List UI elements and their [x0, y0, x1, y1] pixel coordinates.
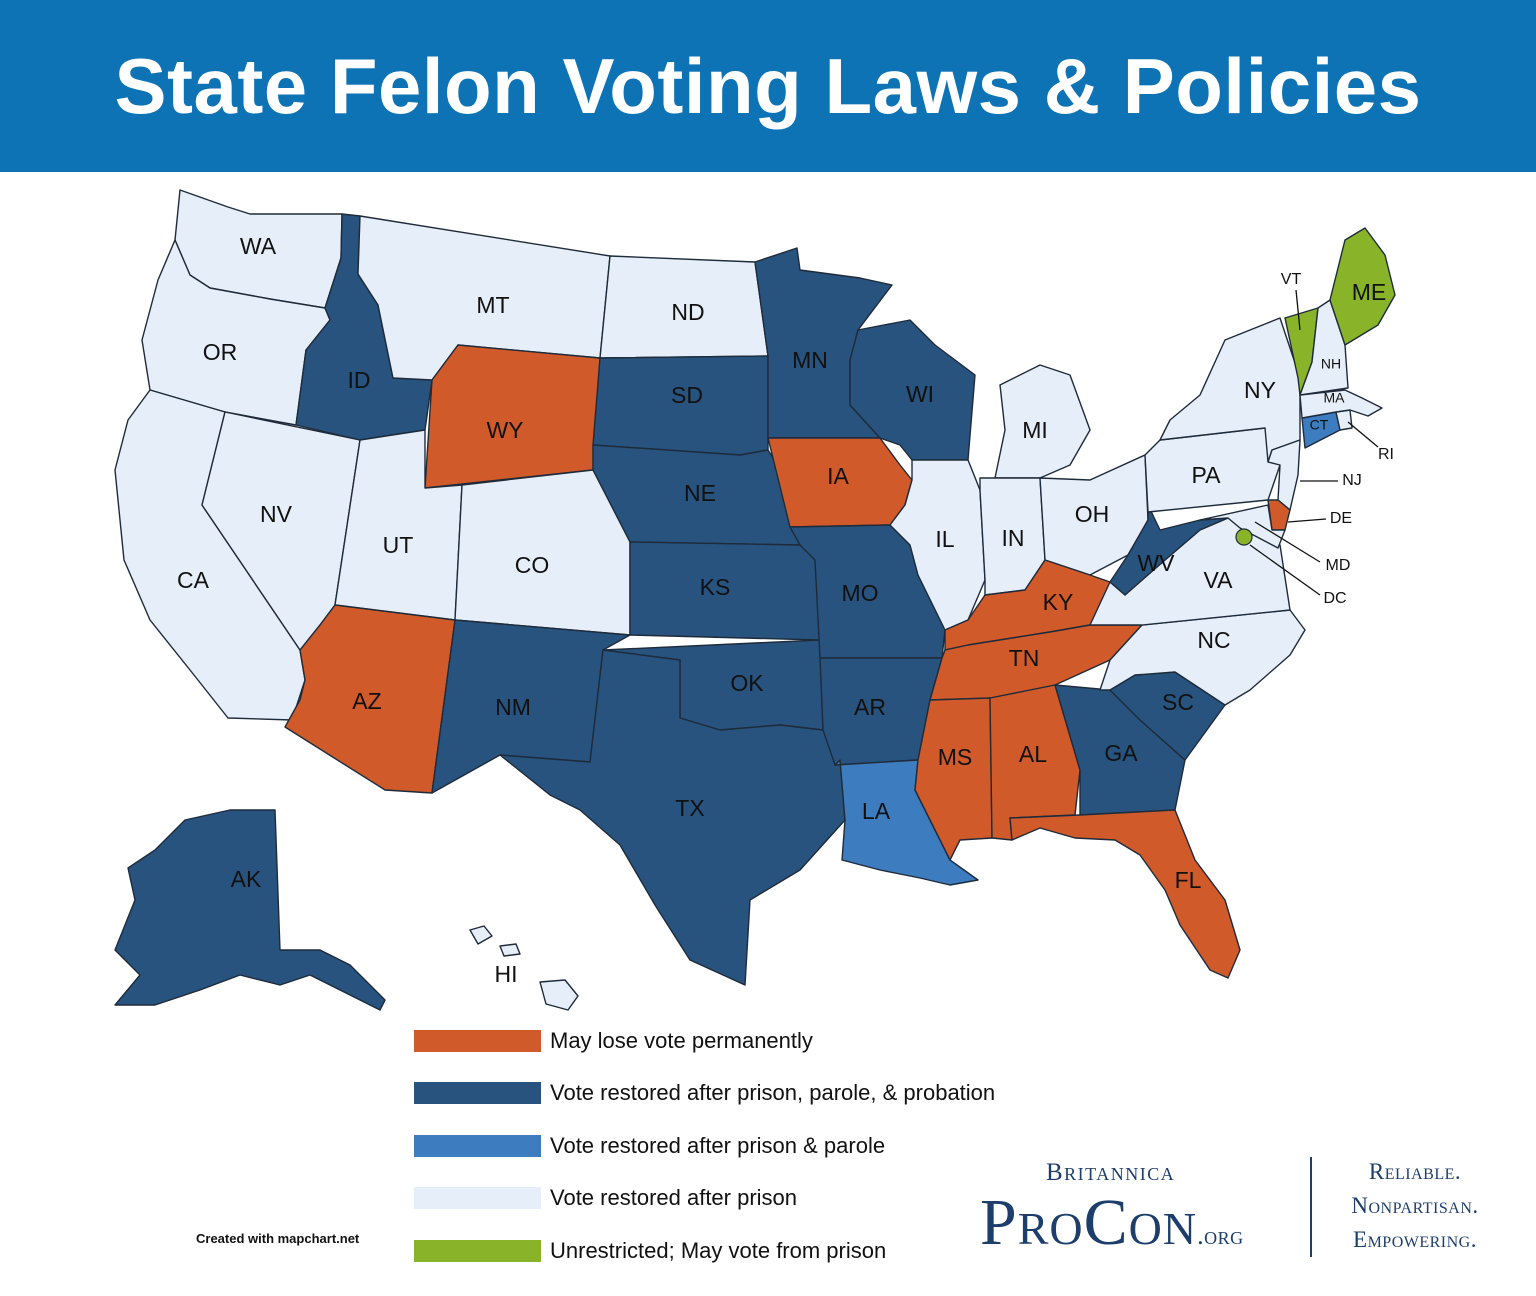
state-label-wy: WY — [486, 417, 523, 443]
state-ma — [1299, 389, 1383, 419]
state-label-az: AZ — [352, 688, 381, 714]
state-me — [1329, 227, 1396, 346]
state-label-ms: MS — [938, 744, 973, 770]
legend-label: Vote restored after prison — [550, 1185, 798, 1210]
state-label-md: MD — [1326, 557, 1351, 574]
procon-logo: Britannica ProCon.org Reliable. Nonparti… — [980, 1155, 1520, 1265]
legend-label: May lose vote permanently — [550, 1028, 813, 1053]
leader-line-ri — [1347, 421, 1379, 448]
state-tx — [499, 649, 846, 986]
legend-swatch — [414, 1082, 541, 1104]
state-label-ne: NE — [684, 480, 716, 506]
state-label-oh: OH — [1075, 501, 1110, 527]
legend-swatch — [414, 1187, 541, 1209]
legend-label: Vote restored after prison, parole, & pr… — [550, 1080, 996, 1105]
state-label-ok: OK — [730, 670, 764, 696]
state-label-in: IN — [1002, 525, 1025, 551]
legend-label: Unrestricted; May vote from prison — [550, 1238, 887, 1263]
state-label-nm: NM — [495, 694, 531, 720]
brand-tagline: Nonpartisan. — [1351, 1193, 1479, 1218]
legend-item-permanent: May lose vote permanently — [414, 1028, 1054, 1058]
brand-main: ProCon.org — [980, 1185, 1244, 1261]
legend-item-ppp: Vote restored after prison, parole, & pr… — [414, 1080, 1054, 1110]
state-label-ky: KY — [1043, 589, 1074, 615]
leader-line-de — [1287, 518, 1327, 523]
leader-line-md — [1254, 521, 1321, 563]
us-map: WA OR CA NV ID MT WY UT CO AZ NM ND SD NE KS OK TX MN IA MO… — [114, 189, 1396, 1011]
state-fl — [1009, 809, 1241, 979]
state-label-ny: NY — [1244, 377, 1276, 403]
page-title: State Felon Voting Laws & Policies — [114, 41, 1422, 130]
state-label-me: ME — [1352, 279, 1387, 305]
state-label-ga: GA — [1104, 740, 1138, 766]
state-label-ar: AR — [854, 694, 886, 720]
state-label-co: CO — [515, 552, 550, 578]
brand-divider — [1310, 1157, 1312, 1257]
legend-item-unrestricted: Unrestricted; May vote from prison — [414, 1238, 1054, 1268]
state-hi — [469, 925, 579, 1011]
state-label-nc: NC — [1197, 627, 1230, 653]
leader-line-vt — [1295, 289, 1301, 331]
legend-swatch — [414, 1240, 541, 1262]
state-label-mn: MN — [792, 347, 828, 373]
state-label-hi: HI — [495, 961, 518, 987]
brand-name: ProCon — [980, 1186, 1198, 1259]
state-label-nj: NJ — [1342, 472, 1362, 489]
brand-suffix: .org — [1197, 1221, 1244, 1250]
legend-swatch — [414, 1135, 541, 1157]
state-mi — [994, 364, 1091, 479]
brand-tagline: Empowering. — [1353, 1227, 1477, 1252]
state-label-va: VA — [1204, 567, 1234, 593]
state-il — [889, 459, 986, 631]
state-label-or: OR — [203, 339, 238, 365]
state-label-mi: MI — [1022, 417, 1048, 443]
state-label-sc: SC — [1162, 689, 1194, 715]
credit-text: Created with mapchart.net — [196, 1231, 360, 1246]
state-ak — [114, 809, 386, 1011]
state-label-tn: TN — [1009, 645, 1040, 671]
state-label-id: ID — [348, 367, 371, 393]
state-label-mo: MO — [841, 580, 878, 606]
leader-line-dc — [1249, 544, 1321, 596]
state-label-ca: CA — [177, 567, 210, 593]
state-label-vt: VT — [1281, 271, 1302, 288]
state-label-mt: MT — [476, 292, 509, 318]
state-label-sd: SD — [671, 382, 703, 408]
state-label-wv: WV — [1137, 550, 1175, 576]
state-label-la: LA — [862, 798, 891, 824]
state-label-dc: DC — [1323, 590, 1346, 607]
state-label-nd: ND — [671, 299, 704, 325]
state-label-pa: PA — [1192, 462, 1222, 488]
state-label-wa: WA — [240, 233, 277, 259]
legend-swatch — [414, 1030, 541, 1052]
title-banner: State Felon Voting Laws & Policies — [0, 0, 1536, 172]
state-label-ri: RI — [1378, 446, 1394, 463]
state-dc — [1235, 528, 1253, 546]
state-label-il: IL — [935, 526, 954, 552]
state-label-ia: IA — [827, 463, 849, 489]
state-label-ak: AK — [231, 866, 262, 892]
state-label-fl: FL — [1175, 867, 1202, 893]
legend-label: Vote restored after prison & parole — [550, 1133, 886, 1158]
state-label-ks: KS — [700, 574, 731, 600]
state-label-de: DE — [1330, 510, 1352, 527]
state-label-ma: MA — [1324, 390, 1346, 406]
legend-item-prison: Vote restored after prison — [414, 1185, 1054, 1215]
state-nj — [1267, 439, 1301, 511]
brand-tagline: Reliable. — [1368, 1159, 1462, 1184]
state-label-nh: NH — [1321, 356, 1341, 372]
state-label-ct: CT — [1310, 417, 1329, 433]
state-label-tx: TX — [675, 795, 704, 821]
state-label-al: AL — [1019, 741, 1047, 767]
state-label-wi: WI — [906, 381, 934, 407]
legend-item-pp: Vote restored after prison & parole — [414, 1133, 1054, 1163]
state-label-nv: NV — [260, 501, 293, 527]
brand-top: Britannica — [1046, 1159, 1176, 1186]
state-label-ut: UT — [383, 532, 414, 558]
